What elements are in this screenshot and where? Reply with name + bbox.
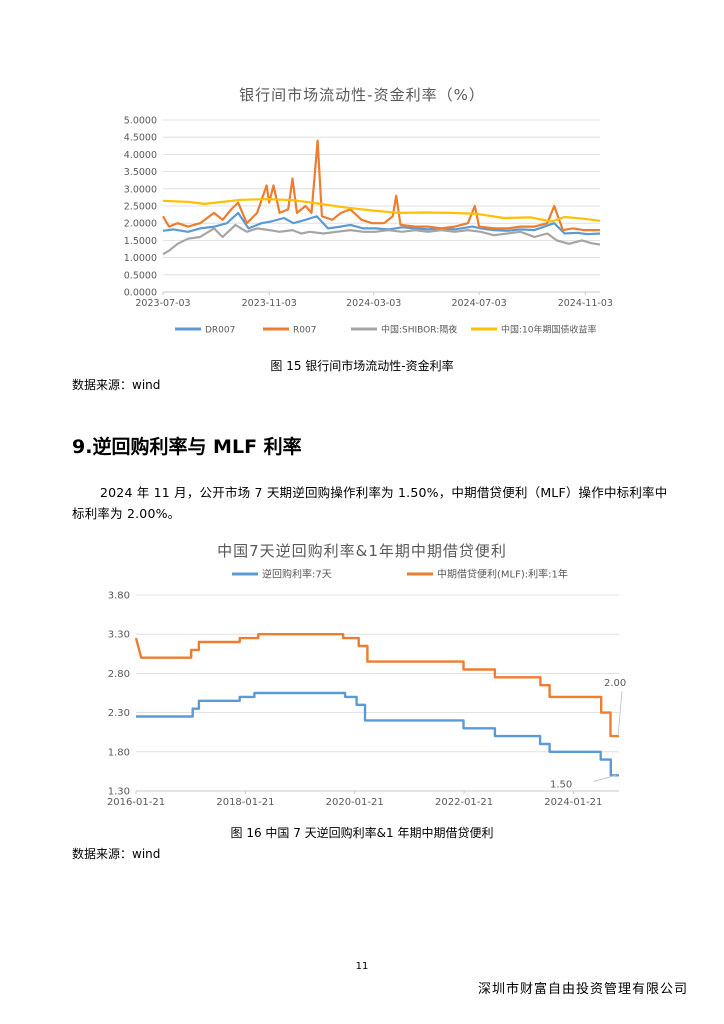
x-tick-label: 2024-11-03 — [558, 298, 613, 309]
series-line-2 — [134, 633, 619, 738]
legend-label: 中国:10年期国债收益率 — [501, 324, 597, 336]
y-tick-label: 3.30 — [108, 630, 130, 641]
y-tick-label: 1.5000 — [124, 236, 157, 247]
page-number: 11 — [355, 961, 369, 972]
x-tick-label: 2023-07-03 — [135, 298, 190, 309]
x-tick-label: 2023-11-03 — [242, 298, 297, 309]
y-tick-label: 4.5000 — [124, 133, 157, 144]
y-tick-label: 0.0000 — [124, 288, 157, 299]
x-tick-label: 2018-01-21 — [216, 797, 274, 808]
y-tick-label: 3.80 — [108, 591, 130, 602]
x-tick-label: 2024-01-21 — [544, 797, 602, 808]
y-tick-label: 3.5000 — [124, 167, 157, 178]
chart2-caption: 图 16 中国 7 天逆回购利率&1 年期中期借贷便利 — [230, 826, 494, 840]
legend-label: R007 — [293, 326, 316, 336]
y-tick-label: 5.0000 — [124, 116, 157, 127]
chart1-title: 银行间市场流动性-资金利率（%） — [239, 86, 485, 104]
x-tick-label: 2024-03-03 — [346, 298, 401, 309]
y-tick-label: 1.30 — [108, 787, 130, 798]
y-tick-label: 2.5000 — [124, 202, 157, 213]
y-tick-label: 2.30 — [108, 708, 130, 719]
legend-label: 中期借贷便利(MLF):利率:1年 — [437, 568, 568, 581]
y-tick-label: 1.0000 — [124, 253, 157, 264]
series-line-3 — [162, 223, 601, 256]
annotation-reverse-repo: 1.50 — [550, 779, 572, 790]
chart2-title: 中国7天逆回购利率&1年期中期借贷便利 — [217, 542, 507, 560]
y-tick-label: 0.5000 — [124, 270, 157, 281]
y-tick-label: 1.80 — [108, 747, 130, 758]
y-tick-label: 4.0000 — [124, 150, 157, 161]
section-paragraph: 2024 年 11 月，公开市场 7 天期逆回购操作利率为 1.50%，中期借贷… — [72, 485, 668, 521]
annotation-leader — [617, 691, 623, 737]
chart1-plot: 0.0000 0.5000 1.0000 1.5000 2.0000 2.5000 3.00… — [124, 116, 613, 336]
series-line-4 — [162, 198, 601, 223]
x-tick-label: 2020-01-21 — [326, 797, 384, 808]
y-tick-label: 3.0000 — [124, 184, 157, 195]
legend-label: DR007 — [205, 326, 235, 336]
legend-label: 中国:SHIBOR:隔夜 — [381, 324, 457, 336]
series-line-1 — [136, 691, 619, 777]
legend-label: 逆回购利率:7天 — [262, 568, 332, 581]
annotation-mlf: 2.00 — [604, 678, 626, 689]
x-tick-label: 2024-07-03 — [451, 298, 506, 309]
company-name: 深圳市财富自由投资管理有限公司 — [477, 982, 688, 997]
y-tick-label: 2.0000 — [124, 219, 157, 230]
x-tick-label: 2022-01-21 — [435, 797, 493, 808]
series-line-1 — [162, 211, 601, 236]
series-line-2 — [162, 139, 600, 232]
annotation-leader — [593, 774, 617, 782]
chart1-caption: 图 15 银行间市场流动性-资金利率 — [270, 359, 454, 373]
chart1-source: 数据来源：wind — [72, 378, 161, 392]
section-heading: 9.逆回购利率与 MLF 利率 — [72, 436, 302, 458]
chart2-plot: 1.30 1.80 2.30 2.80 3.30 3.80 2016-01-21 2018-0… — [107, 568, 626, 809]
x-tick-label: 2016-01-21 — [107, 797, 165, 808]
y-tick-label: 2.80 — [108, 669, 130, 680]
chart2-source: 数据来源：wind — [72, 847, 161, 861]
